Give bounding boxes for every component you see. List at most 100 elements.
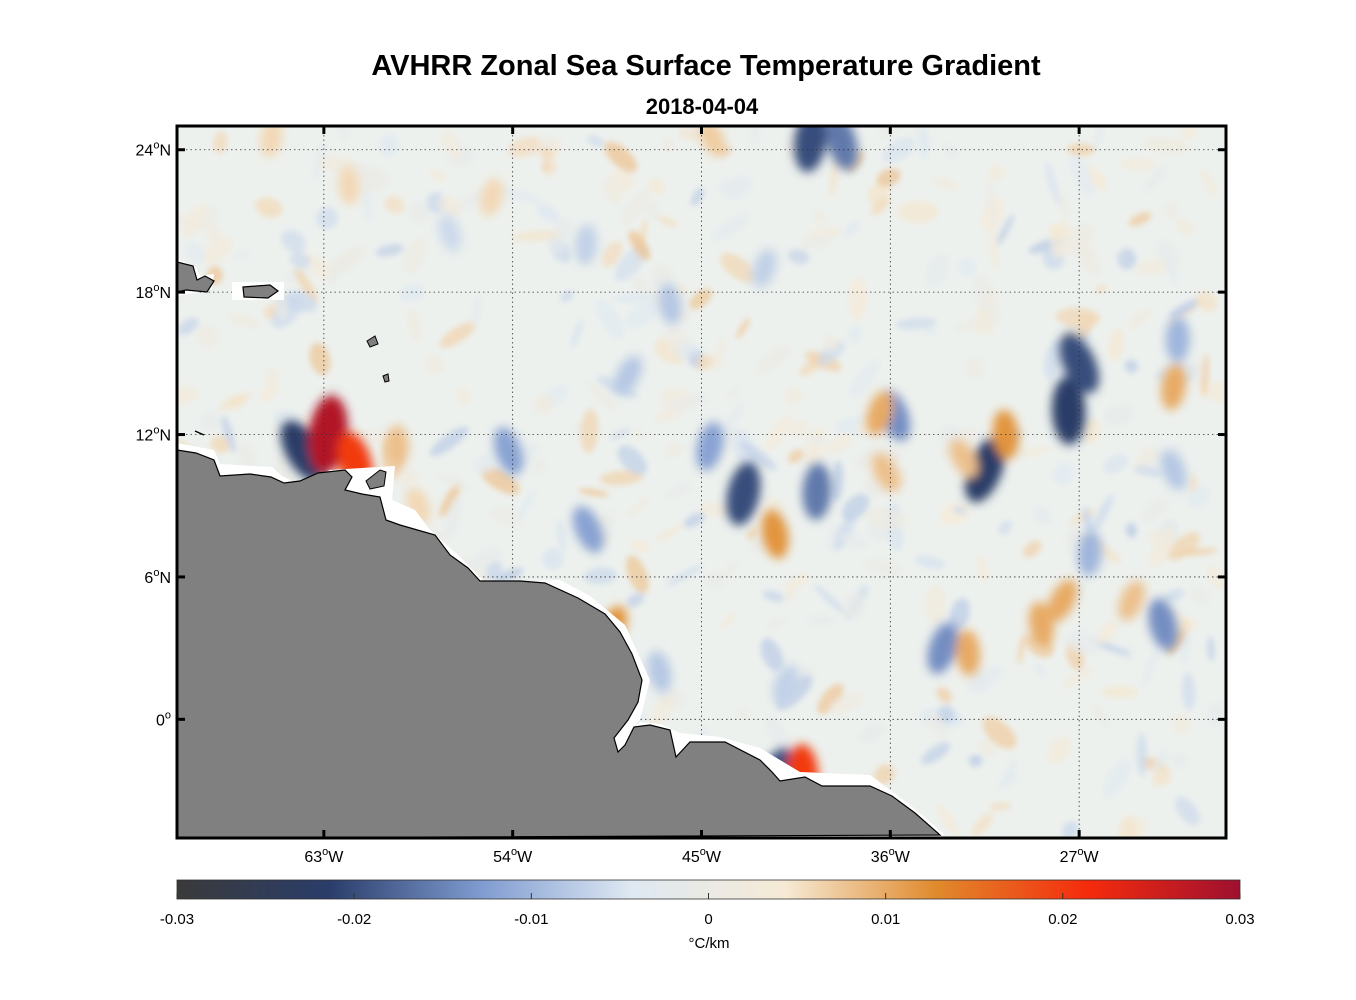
- texture-blob: [698, 501, 733, 518]
- texture-blob: [536, 204, 560, 223]
- texture-blob: [336, 126, 349, 143]
- texture-blob: [1135, 258, 1173, 275]
- texture-blob: [996, 214, 1014, 246]
- texture-blob: [813, 210, 828, 225]
- texture-blob: [919, 129, 930, 160]
- gradient-feature: [614, 355, 643, 395]
- texture-blob: [925, 253, 950, 289]
- texture-blob: [1061, 667, 1094, 689]
- texture-blob: [1080, 245, 1101, 276]
- texture-blob: [1143, 650, 1158, 687]
- texture-blob: [783, 387, 803, 405]
- texture-blob: [809, 437, 826, 444]
- texture-blob: [213, 131, 228, 154]
- texture-blob: [776, 675, 813, 710]
- texture-blob: [302, 253, 337, 283]
- texture-blob: [843, 221, 860, 237]
- texture-blob: [1045, 161, 1061, 206]
- gradient-feature: [658, 282, 682, 326]
- texture-blob: [1103, 758, 1132, 798]
- texture-blob: [1095, 285, 1108, 293]
- texture-blob: [1153, 767, 1172, 786]
- texture-blob: [294, 268, 318, 304]
- texture-blob: [848, 359, 880, 398]
- texture-blob: [968, 754, 983, 767]
- texture-blob: [924, 585, 946, 624]
- texture-blob: [1169, 298, 1200, 319]
- texture-blob: [408, 201, 430, 223]
- gradient-feature: [1148, 598, 1178, 651]
- texture-blob: [199, 206, 219, 231]
- texture-blob: [1076, 581, 1085, 599]
- texture-blob: [1136, 733, 1148, 777]
- texture-blob: [938, 705, 955, 723]
- gradient-feature: [647, 651, 672, 693]
- gradient-feature: [752, 248, 777, 288]
- texture-blob: [1125, 522, 1138, 538]
- texture-blob: [689, 288, 713, 310]
- colorbar-ticks: -0.03 -0.02 -0.01 0 0.01 0.02 0.03: [160, 893, 1255, 928]
- texture-blob: [1069, 154, 1095, 197]
- gradient-feature: [1077, 530, 1102, 577]
- texture-blob: [380, 134, 399, 157]
- texture-blob: [255, 197, 283, 218]
- texture-blob: [847, 324, 861, 345]
- texture-blob: [456, 386, 471, 406]
- texture-blob: [290, 251, 311, 269]
- map-ticks: [177, 126, 1226, 838]
- gradient-feature: [480, 178, 503, 217]
- texture-blob: [1189, 586, 1210, 604]
- texture-blob: [1065, 521, 1078, 552]
- coastal-island: [365, 469, 387, 490]
- gradient-feature: [1161, 364, 1186, 410]
- texture-blob: [547, 218, 572, 254]
- texture-blob: [847, 277, 868, 321]
- texture-blob: [985, 179, 999, 228]
- texture-blob: [814, 584, 846, 615]
- texture-blob: [800, 233, 835, 250]
- texture-blob: [439, 481, 462, 518]
- texture-blob: [695, 354, 714, 371]
- texture-blob: [1097, 621, 1117, 644]
- texture-blob: [977, 554, 989, 584]
- texture-blob: [595, 299, 624, 340]
- texture-blob: [1062, 223, 1094, 256]
- texture-blob: [958, 257, 976, 277]
- texture-blob: [942, 143, 960, 159]
- texture-blob: [316, 207, 338, 230]
- texture-blob: [489, 506, 522, 526]
- texture-blob: [1104, 404, 1133, 427]
- texture-blob: [661, 137, 675, 153]
- texture-blob: [895, 317, 937, 330]
- texture-blob: [587, 381, 618, 412]
- texture-blob: [952, 506, 967, 515]
- map-area: [177, 126, 1226, 838]
- texture-blob: [602, 241, 622, 268]
- gradient-feature: [1051, 377, 1086, 445]
- texture-blob: [438, 195, 463, 217]
- texture-blob: [578, 488, 610, 497]
- texture-blob: [1200, 381, 1226, 406]
- texture-blob: [1175, 796, 1200, 826]
- texture-blob: [580, 408, 599, 454]
- texture-blob: [281, 230, 306, 253]
- texture-blob: [683, 512, 706, 528]
- texture-blob: [828, 692, 865, 714]
- texture-blob: [601, 510, 614, 545]
- texture-blob: [1117, 248, 1137, 270]
- colorbar-tick-label: 0.02: [1048, 911, 1077, 928]
- texture-blob: [806, 616, 835, 626]
- texture-blob: [539, 147, 554, 161]
- texture-blob: [1023, 540, 1042, 558]
- x-tick-label: 45oW: [682, 846, 722, 866]
- texture-blob: [587, 135, 605, 147]
- colorbar-unit-label: °C/km: [689, 935, 730, 952]
- texture-blob: [185, 242, 205, 264]
- texture-blob: [626, 555, 649, 594]
- texture-blob: [722, 175, 753, 200]
- texture-blob: [203, 236, 234, 264]
- gradient-feature: [338, 165, 360, 205]
- texture-blob: [1149, 524, 1176, 569]
- texture-blob: [1044, 340, 1062, 380]
- texture-blob: [998, 520, 1012, 535]
